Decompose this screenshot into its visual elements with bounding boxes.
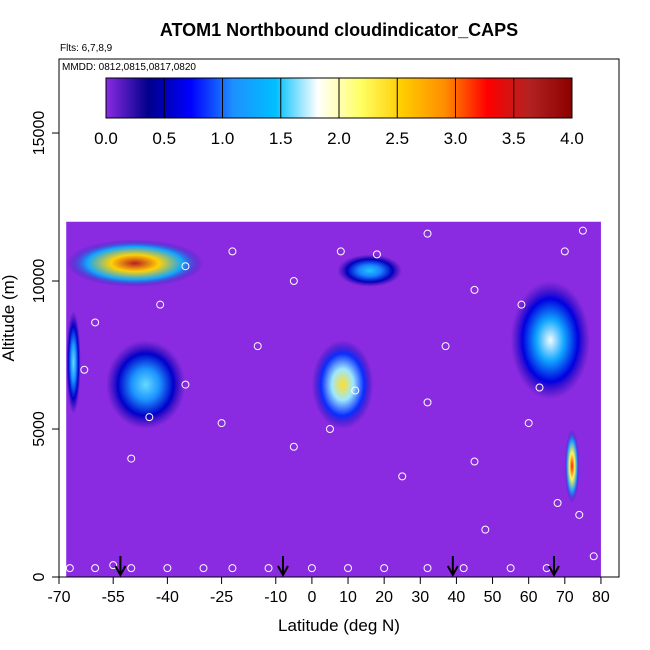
x-tick-label: -40 <box>156 589 179 606</box>
sample-point <box>289 442 298 451</box>
sample-point <box>228 564 237 573</box>
sample-point <box>535 383 544 392</box>
sample-point <box>80 365 89 374</box>
plot-area <box>66 221 601 577</box>
flight-marker-arrow <box>548 556 560 578</box>
sample-point <box>156 300 165 309</box>
sample-point <box>423 564 432 573</box>
sample-points <box>65 226 598 573</box>
sample-point <box>91 564 100 573</box>
sample-point <box>307 564 316 573</box>
sample-point <box>560 247 569 256</box>
flight-marker-arrow <box>446 556 459 578</box>
sample-point <box>344 564 353 573</box>
colorbar-tick-label: 4.0 <box>560 129 584 148</box>
sample-point <box>517 300 526 309</box>
colorbar-tick-label: 1.5 <box>269 129 293 148</box>
sample-point <box>351 386 360 395</box>
cloud-feature-northern-high-band <box>510 281 591 400</box>
colorbar-tick-label: 0.0 <box>94 129 118 148</box>
sample-point <box>163 564 172 573</box>
sample-point <box>127 454 136 463</box>
flights-note: Flts: 6,7,8,9 <box>60 43 113 54</box>
sample-point <box>91 318 100 327</box>
x-axis: -70 -55 -40 -25 -10 0 10 20 30 40 50 60 70 80 <box>47 577 610 606</box>
colorbar-tick-label: 2.0 <box>327 129 351 148</box>
sample-point <box>423 229 432 238</box>
sample-point <box>441 342 450 351</box>
y-axis: 0 5000 10000 15000 <box>31 111 59 581</box>
sample-point <box>325 425 334 433</box>
sample-point <box>228 247 237 256</box>
x-tick-label: 50 <box>484 589 502 606</box>
sample-point <box>336 247 345 256</box>
sample-point <box>181 380 190 389</box>
dates-note: MMDD: 0812,0815,0817,0820 <box>62 62 196 73</box>
sample-point <box>217 419 226 428</box>
sample-point <box>264 564 273 573</box>
cloud-feature-southern-mid-cloud-a <box>105 340 186 429</box>
colorbar-tick-label: 0.5 <box>152 129 176 148</box>
cloud-feature-southern-edge-column <box>66 310 81 415</box>
sample-point <box>199 564 208 573</box>
x-tick-label: 0 <box>307 589 316 606</box>
x-tick-label: -70 <box>47 589 70 606</box>
sample-point <box>372 250 381 259</box>
y-tick-label: 15000 <box>31 111 48 156</box>
x-tick-label: -25 <box>210 589 233 606</box>
y-tick-label: 5000 <box>31 411 48 447</box>
colorbar-ticks: 0.0 0.5 1.0 1.5 2.0 2.5 3.0 3.5 4.0 <box>94 78 584 148</box>
sample-point <box>470 285 479 294</box>
y-tick-label: 10000 <box>31 259 48 304</box>
colorbar-tick-label: 3.5 <box>502 129 526 148</box>
sample-point <box>109 561 118 570</box>
y-tick-label: 0 <box>31 572 48 581</box>
sample-point <box>506 564 515 573</box>
sample-point <box>578 226 587 235</box>
x-tick-label: 70 <box>556 589 574 606</box>
sample-point <box>289 277 298 285</box>
x-tick-label: 20 <box>375 589 393 606</box>
cloud-feature-tropical-high-cloud <box>337 254 403 287</box>
sample-point <box>253 342 262 351</box>
colorbar-tick-label: 1.0 <box>211 129 235 148</box>
sample-point <box>181 262 190 271</box>
chart-title: ATOM1 Northbound cloudindicator_CAPS <box>160 20 518 40</box>
sample-point <box>470 457 479 466</box>
x-tick-label: 60 <box>520 589 538 606</box>
cloud-feature-arctic-low-column <box>564 429 580 503</box>
sample-point <box>65 564 74 573</box>
sample-point <box>575 510 584 519</box>
x-axis-label: Latitude (deg N) <box>278 616 400 635</box>
sample-point <box>481 525 490 534</box>
sample-point <box>553 499 562 507</box>
sample-point <box>589 552 598 561</box>
sample-point <box>423 398 432 407</box>
sample-point <box>145 413 154 422</box>
x-tick-label: 30 <box>411 589 429 606</box>
flight-marker-arrow <box>114 556 127 578</box>
x-tick-label: -55 <box>102 589 125 606</box>
sample-point <box>459 564 468 573</box>
colorbar-tick-label: 2.5 <box>385 129 409 148</box>
flight-marker-arrow <box>277 556 289 578</box>
plot-frame <box>58 58 620 578</box>
colorbar-tick-label: 3.0 <box>444 129 468 148</box>
cloud-feature-southern-high-cloud <box>66 239 204 287</box>
x-tick-label: 10 <box>339 589 357 606</box>
x-tick-label: -10 <box>264 589 287 606</box>
sample-point <box>398 472 407 481</box>
x-tick-label: 40 <box>448 589 466 606</box>
flight-markers <box>114 556 560 578</box>
cloud-feature-tropical-mid-cloud <box>311 340 374 429</box>
sample-point <box>524 419 533 428</box>
x-tick-label: 80 <box>592 589 610 606</box>
sample-point <box>380 564 389 573</box>
y-axis-label: Altitude (m) <box>0 275 18 362</box>
sample-point <box>127 564 136 573</box>
